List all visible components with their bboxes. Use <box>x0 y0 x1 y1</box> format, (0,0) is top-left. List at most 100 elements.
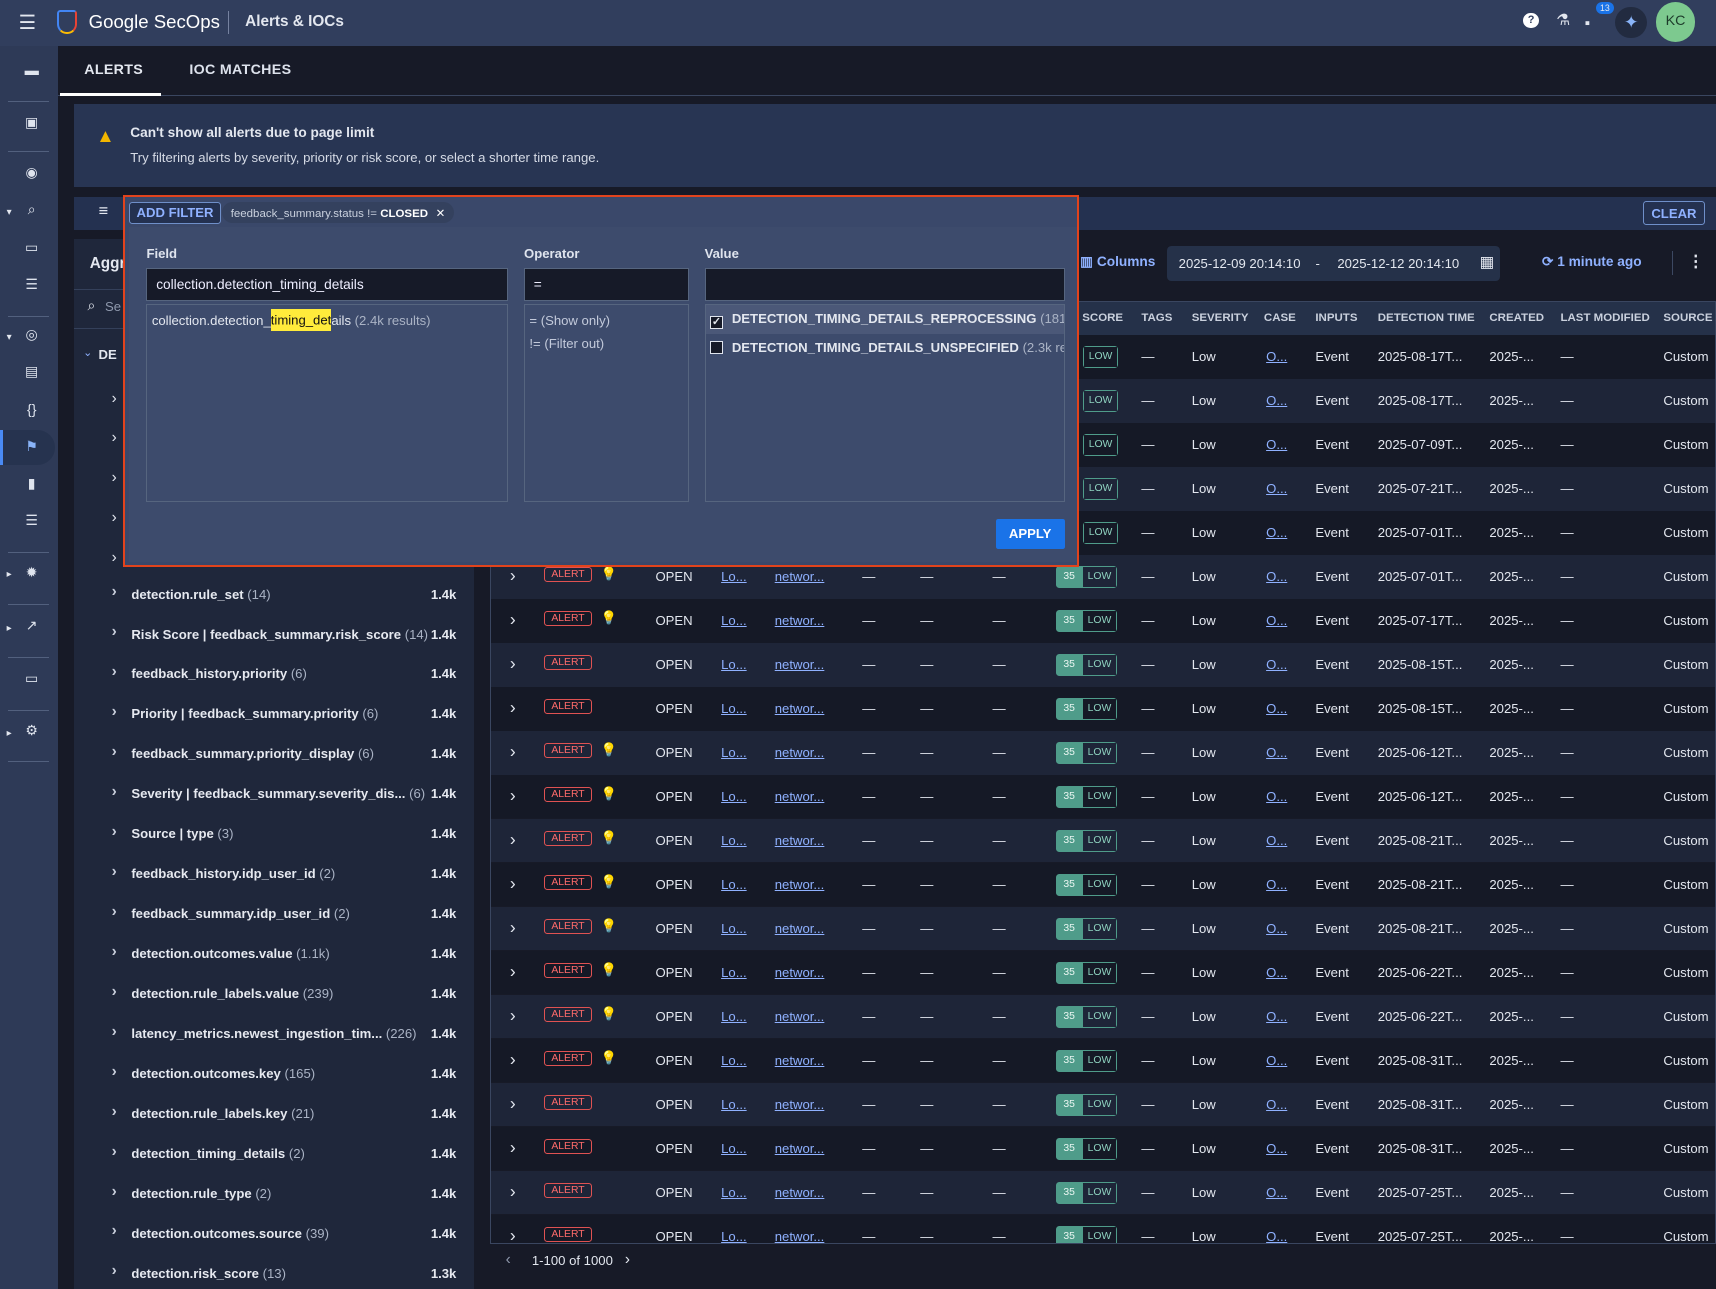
aggregation-item[interactable]: › detection.rule_type (2) 1.4k <box>74 1183 473 1208</box>
case-link[interactable]: O... <box>1266 788 1288 804</box>
chevron-right-icon[interactable]: › <box>111 822 117 840</box>
expand-row-icon[interactable]: › <box>509 740 516 761</box>
case-link[interactable]: O... <box>1266 612 1288 628</box>
chevron-right-icon[interactable]: › <box>111 549 117 567</box>
columns-button[interactable]: ▥ Columns <box>1080 253 1156 269</box>
chevron-right-icon[interactable]: › <box>111 743 117 761</box>
expand-row-icon[interactable]: › <box>509 1004 516 1025</box>
add-filter-button[interactable]: ADD FILTER <box>128 202 222 224</box>
alert-name-link[interactable]: Lo... <box>721 1096 747 1112</box>
search-icon[interactable]: ⌕ <box>27 202 36 219</box>
shield-search-icon[interactable]: ◉ <box>25 165 38 182</box>
case-link[interactable]: O... <box>1266 524 1288 540</box>
aggregation-item[interactable]: › feedback_summary.idp_user_id (2) 1.4k <box>74 902 473 928</box>
rule-link[interactable]: networ... <box>774 788 825 804</box>
table-row[interactable]: › ALERT OPEN Lo... networ... — — — 35 LOW — Low O...… <box>491 642 1716 687</box>
column-header-detection-time[interactable]: DETECTION TIME <box>1377 311 1475 324</box>
alert-name-link[interactable]: Lo... <box>721 744 747 760</box>
case-link[interactable]: O... <box>1266 1052 1288 1068</box>
case-link[interactable]: O... <box>1266 349 1288 364</box>
expand-row-icon[interactable]: › <box>509 916 516 937</box>
chevron-right-icon[interactable]: › <box>111 1142 117 1160</box>
alert-name-link[interactable]: Lo... <box>721 656 747 672</box>
table-row[interactable]: › ALERT 💡 OPEN Lo... networ... — — — 35 LOW — Low O..… <box>491 906 1716 951</box>
chevron-right-icon[interactable]: › <box>111 429 117 446</box>
expand-row-icon[interactable]: › <box>509 652 516 673</box>
column-header-severity[interactable]: SEVERITY <box>1191 311 1249 324</box>
clear-button[interactable]: CLEAR <box>1642 201 1706 225</box>
expand-caret-icon[interactable]: ▾ <box>6 331 12 343</box>
more-options-icon[interactable]: ⋮ <box>1687 252 1704 271</box>
expand-row-icon[interactable]: › <box>509 608 516 629</box>
expand-row-icon[interactable]: › <box>509 564 516 585</box>
alert-name-link[interactable]: Lo... <box>721 1140 747 1156</box>
alert-name-link[interactable]: Lo... <box>721 1052 747 1068</box>
rule-link[interactable]: networ... <box>774 568 825 584</box>
tab-alerts[interactable]: ALERTS <box>84 62 144 79</box>
expand-row-icon[interactable]: › <box>509 784 516 805</box>
chevron-right-icon[interactable]: › <box>111 389 117 407</box>
gear-icon[interactable]: ✹ <box>25 564 38 581</box>
table-row[interactable]: › ALERT OPEN Lo... networ... — — — 35 LOW — Low O...… <box>491 1170 1716 1215</box>
chevron-right-icon[interactable]: › <box>111 783 117 801</box>
alert-name-link[interactable]: Lo... <box>721 788 747 804</box>
line-chart-icon[interactable]: ↗ <box>25 618 38 635</box>
alert-name-link[interactable]: Lo... <box>721 832 747 848</box>
column-header-inputs[interactable]: INPUTS <box>1315 311 1358 324</box>
operator-input[interactable]: = <box>524 267 690 301</box>
eye-folder-icon[interactable]: ▭ <box>25 239 39 256</box>
help-icon[interactable]: ? <box>1523 13 1539 29</box>
aggregations-search-input[interactable]: Se <box>105 298 122 314</box>
chevron-right-icon[interactable]: › <box>111 982 117 1000</box>
case-link[interactable]: O... <box>1266 436 1288 452</box>
case-link[interactable]: O... <box>1266 964 1288 980</box>
aggregation-item[interactable]: › detection.risk_score (13) 1.3k <box>74 1262 473 1288</box>
aggregation-item[interactable]: › Priority | feedback_summary.priority (6… <box>74 703 473 728</box>
aggregation-item[interactable]: › Risk Score | feedback_summary.risk_scor… <box>74 623 473 649</box>
rule-link[interactable]: networ... <box>774 612 825 628</box>
alert-name-link[interactable]: Lo... <box>721 1008 747 1024</box>
chevron-right-icon[interactable]: › <box>111 703 117 721</box>
value-option[interactable]: ✓ DETECTION_TIMING_DETAILS_REPROCESSING (… <box>705 305 1064 335</box>
table-row[interactable]: › ALERT 💡 OPEN Lo... networ... — — — 35 LOW — Low O..… <box>491 730 1716 775</box>
table-row[interactable]: › ALERT 💡 OPEN Lo... networ... — — — 35 LOW — Low O..… <box>491 950 1716 995</box>
case-link[interactable]: O... <box>1266 700 1288 716</box>
rule-link[interactable]: networ... <box>774 656 825 672</box>
aggregation-item[interactable]: › feedback_history.idp_user_id (2) 1.4k <box>74 863 473 888</box>
expand-row-icon[interactable]: › <box>509 1092 516 1113</box>
gemini-sparkle-icon[interactable]: ✦ <box>1615 6 1648 39</box>
rule-link[interactable]: networ... <box>774 876 825 892</box>
table-row[interactable]: › ALERT 💡 OPEN Lo... networ... — — — 35 LOW — Low O..… <box>491 1038 1716 1083</box>
table-row[interactable]: › ALERT 💡 OPEN Lo... networ... — — — 35 LOW — Low O..… <box>491 994 1716 1039</box>
chevron-right-icon[interactable]: › <box>111 508 117 526</box>
gears-icon[interactable]: ⚙ <box>25 723 39 740</box>
expand-caret-icon[interactable]: ▸ <box>6 569 12 581</box>
case-link[interactable]: O... <box>1266 1096 1288 1112</box>
braces-icon[interactable]: {} <box>26 401 37 418</box>
aggregation-item[interactable]: › Source | type (3) 1.4k <box>74 822 473 848</box>
value-input[interactable] <box>704 267 1065 301</box>
alert-name-link[interactable]: Lo... <box>721 876 747 892</box>
aggregation-group[interactable]: DE <box>98 346 117 362</box>
table-row[interactable]: › ALERT 💡 OPEN Lo... networ... — — — 35 LOW — Low O..… <box>491 862 1716 907</box>
aggregation-item[interactable]: › detection.outcomes.value (1.1k) 1.4k <box>74 943 473 968</box>
field-input[interactable]: collection.detection_timing_details <box>146 267 508 301</box>
field-option[interactable]: collection.detection_timing_details (2.4… <box>147 305 506 335</box>
alert-name-link[interactable]: Lo... <box>721 1184 747 1200</box>
flag-icon[interactable]: ⚑ <box>25 438 39 455</box>
aggregation-item[interactable]: › detection.outcomes.source (39) 1.4k <box>74 1222 473 1248</box>
chevron-right-icon[interactable]: › <box>111 1062 117 1080</box>
rule-link[interactable]: networ... <box>774 832 825 848</box>
expand-row-icon[interactable]: › <box>509 872 516 893</box>
date-range-picker[interactable]: 2025-12-09 20:14:10 - 2025-12-12 20:14:1… <box>1166 246 1501 282</box>
radar-icon[interactable]: ◎ <box>25 327 38 344</box>
value-option[interactable]: DETECTION_TIMING_DETAILS_UNSPECIFIED (2.… <box>706 334 1064 360</box>
rule-link[interactable]: networ... <box>774 1008 825 1024</box>
aggregation-item[interactable]: › latency_metrics.newest_ingestion_tim...… <box>74 1023 473 1048</box>
filter-chip[interactable]: feedback_summary.status != CLOSED ✕ <box>221 202 454 223</box>
chevron-right-icon[interactable]: › <box>111 902 117 920</box>
rule-link[interactable]: networ... <box>774 920 825 936</box>
case-link[interactable]: O... <box>1266 568 1288 584</box>
alert-name-link[interactable]: Lo... <box>721 568 747 584</box>
column-header-last-modified[interactable]: LAST MODIFIED <box>1560 311 1650 324</box>
